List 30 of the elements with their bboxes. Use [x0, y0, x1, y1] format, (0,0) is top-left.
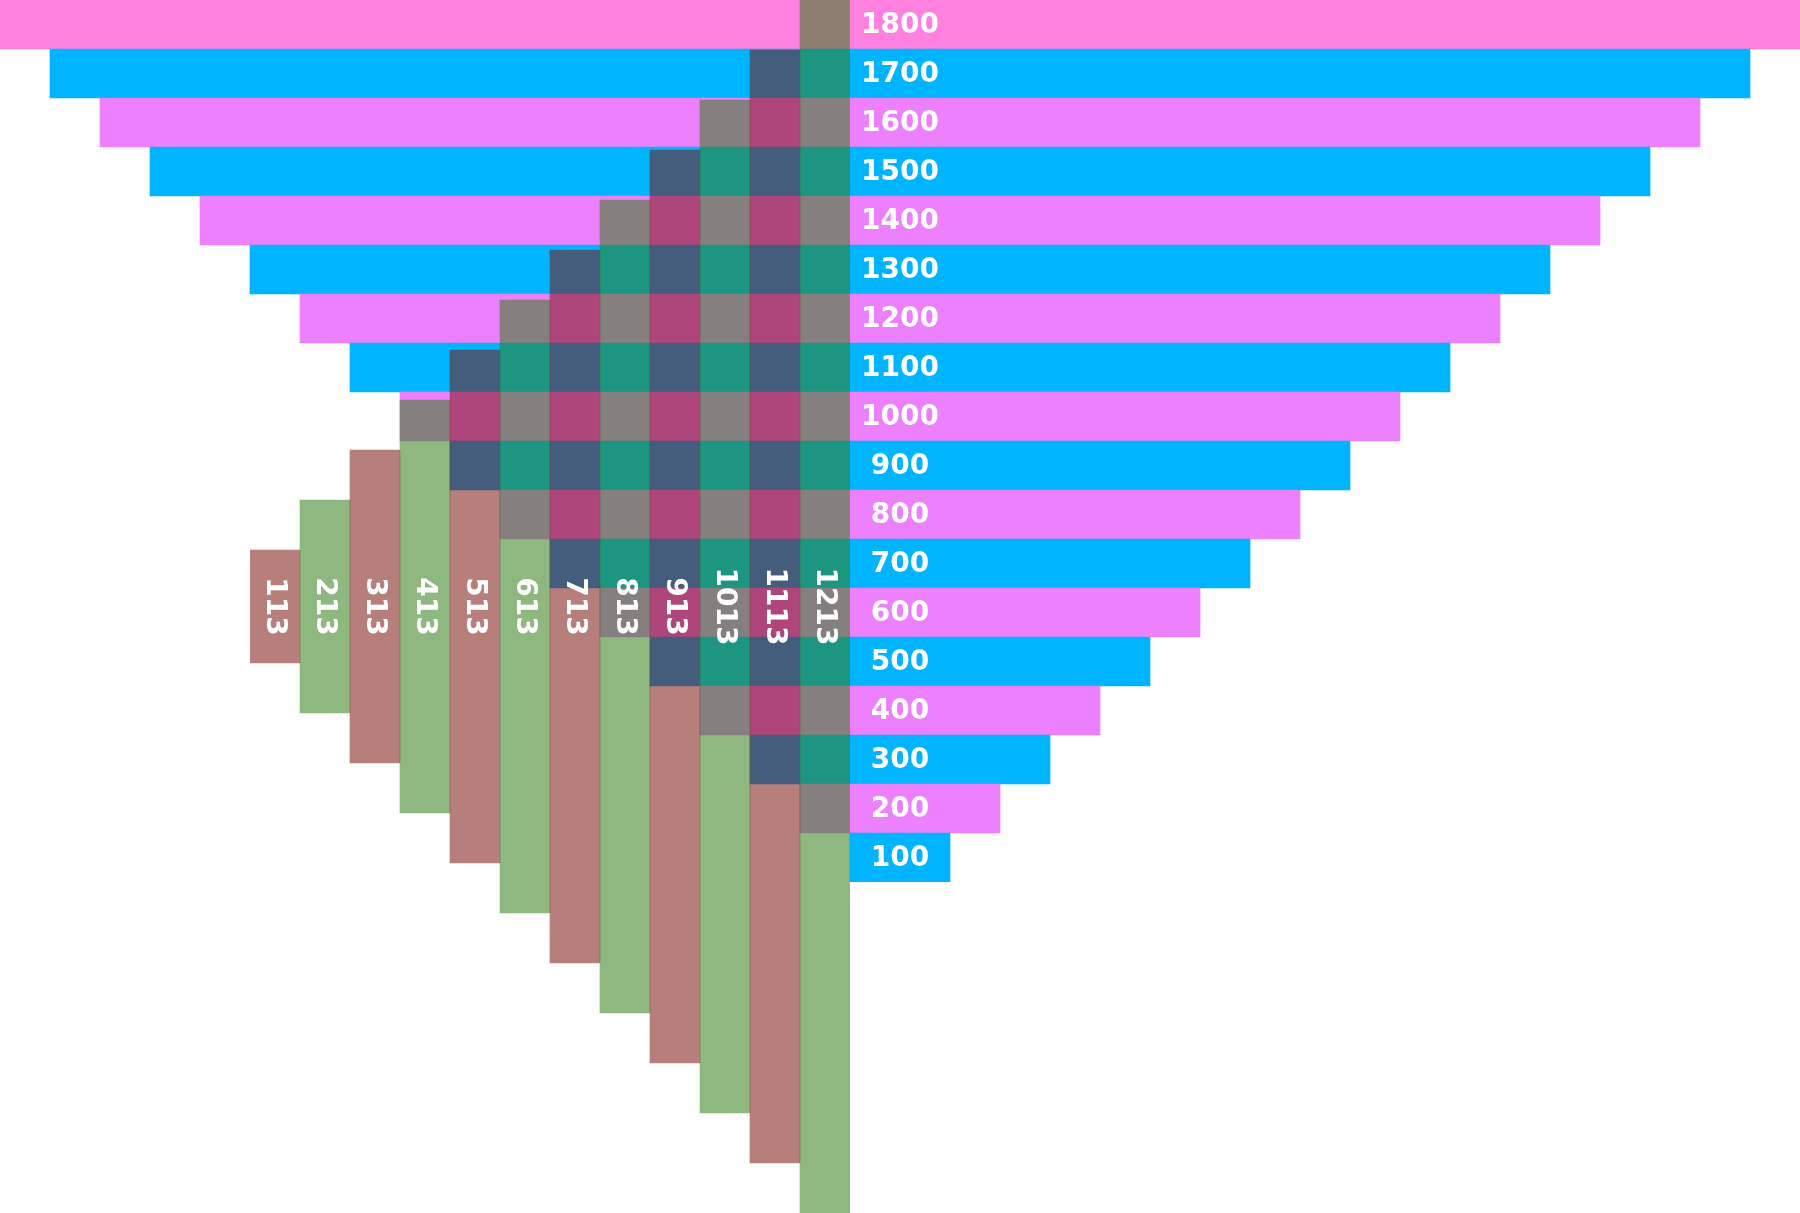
data-label: 813	[609, 577, 643, 636]
data-label: 200	[870, 790, 930, 824]
data-label: 500	[870, 643, 930, 677]
data-label: 1700	[861, 55, 939, 89]
data-label: 1113	[759, 567, 793, 646]
data-label: 900	[870, 447, 930, 481]
data-label: 300	[870, 741, 930, 775]
data-label: 1800	[861, 6, 939, 40]
data-label: 313	[359, 577, 393, 636]
data-label: 613	[509, 577, 543, 636]
data-label: 1100	[861, 349, 939, 383]
data-label: 700	[870, 545, 930, 579]
data-label: 1300	[861, 251, 939, 285]
data-label: 713	[559, 577, 593, 636]
data-label: 1013	[709, 567, 743, 646]
data-label: 1000	[861, 398, 939, 432]
data-label: 413	[409, 577, 443, 636]
data-label: 113	[259, 577, 293, 636]
data-label: 1213	[809, 567, 843, 646]
data-label: 600	[870, 594, 930, 628]
data-label: 1500	[861, 153, 939, 187]
data-label: 913	[659, 577, 693, 636]
data-label: 1200	[861, 300, 939, 334]
data-label: 513	[459, 577, 493, 636]
data-label: 100	[870, 839, 930, 873]
data-label: 800	[870, 496, 930, 530]
data-label: 1600	[861, 104, 939, 138]
data-label: 1400	[861, 202, 939, 236]
data-label: 213	[309, 577, 343, 636]
data-label: 400	[870, 692, 930, 726]
